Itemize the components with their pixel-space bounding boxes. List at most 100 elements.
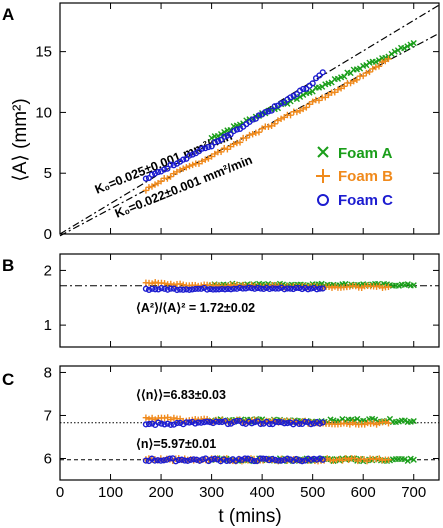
- data-point: [211, 455, 218, 462]
- ytick-label: 7: [44, 407, 52, 424]
- data-point: [161, 166, 168, 173]
- data-point: [230, 128, 237, 135]
- data-point: [275, 419, 282, 426]
- data-point: [316, 455, 323, 462]
- data-point: [410, 417, 417, 425]
- data-point: [257, 455, 264, 462]
- data-point: [163, 456, 170, 463]
- data-point: [176, 166, 184, 174]
- data-point: [254, 284, 261, 292]
- data-point: [293, 90, 300, 98]
- data-point: [183, 286, 190, 293]
- data-point: [167, 285, 174, 292]
- xtick-label: 700: [401, 484, 426, 501]
- xtick-label: 200: [149, 484, 174, 501]
- data-point: [238, 456, 246, 463]
- data-point: [204, 286, 211, 293]
- data-point: [266, 457, 273, 464]
- data-point: [325, 283, 333, 291]
- data-point: [151, 457, 158, 464]
- panel-a-frame: [59, 2, 440, 235]
- data-point: [212, 286, 220, 293]
- data-point: [366, 68, 373, 76]
- data-point: [293, 455, 300, 463]
- data-point: [211, 139, 218, 146]
- xtick-label: 500: [300, 484, 325, 501]
- legend-marker-circle-icon: [317, 194, 329, 206]
- data-point: [217, 131, 225, 138]
- data-point: [186, 152, 193, 159]
- data-point: [293, 284, 300, 292]
- data-point: [164, 420, 171, 427]
- data-point: [307, 421, 315, 428]
- data-point: [142, 414, 150, 421]
- panel-b-frame: [59, 253, 440, 348]
- data-point: [178, 456, 185, 463]
- data-point: [148, 171, 156, 178]
- data-point: [175, 456, 182, 464]
- data-point: [218, 418, 226, 426]
- data-point: [201, 419, 208, 426]
- data-point: [313, 286, 320, 293]
- data-point: [343, 420, 351, 427]
- data-point: [230, 418, 237, 426]
- data-point: [244, 455, 252, 462]
- data-point: [301, 418, 309, 425]
- data-point: [330, 457, 337, 464]
- data-point: [189, 418, 196, 426]
- data-point: [352, 282, 359, 290]
- data-point: [196, 457, 203, 464]
- data-point: [385, 456, 392, 463]
- data-point: [376, 419, 383, 427]
- legend-item-foam-a: Foam A: [317, 145, 393, 162]
- data-point: [176, 280, 184, 288]
- data-point: [179, 165, 187, 172]
- data-point: [157, 457, 164, 464]
- data-point: [189, 151, 196, 158]
- data-point: [284, 455, 291, 462]
- data-point: [310, 455, 318, 462]
- data-point: [195, 285, 202, 292]
- data-point: [401, 417, 408, 424]
- data-point: [193, 456, 200, 463]
- data-point: [170, 285, 177, 292]
- data-point: [209, 419, 217, 427]
- data-point: [293, 108, 301, 116]
- data-point: [164, 165, 171, 172]
- data-point: [319, 419, 326, 426]
- data-point: [401, 45, 408, 52]
- data-point: [250, 457, 258, 465]
- data-point: [272, 285, 279, 292]
- data-points-layer: [142, 40, 417, 465]
- data-point: [227, 286, 235, 293]
- data-point: [205, 143, 212, 151]
- panel-c-annotation-n: ⟨n⟩=5.97±0.01: [136, 437, 216, 451]
- data-point: [391, 48, 398, 55]
- data-point: [192, 281, 199, 289]
- legend-label-foam-b: Foam B: [338, 168, 393, 185]
- data-point: [404, 43, 411, 50]
- data-point: [198, 419, 205, 426]
- ytick-label: 2: [44, 262, 52, 279]
- data-point: [160, 457, 167, 464]
- ytick-label: 5: [44, 165, 52, 182]
- data-point: [154, 457, 161, 464]
- data-point: [284, 285, 291, 292]
- data-point: [265, 108, 272, 115]
- data-point: [307, 285, 315, 292]
- data-point: [410, 282, 417, 289]
- xtick-label: 600: [351, 484, 376, 501]
- data-point: [204, 418, 211, 425]
- data-point: [186, 419, 193, 426]
- data-point: [184, 457, 191, 464]
- data-point: [158, 420, 165, 427]
- data-point: [248, 420, 255, 427]
- panel-letter-c: C: [2, 370, 14, 389]
- data-point: [198, 285, 205, 292]
- data-point: [353, 76, 361, 84]
- data-point: [333, 456, 340, 464]
- data-point: [364, 419, 371, 427]
- data-point: [257, 285, 264, 292]
- x-axis-title: t (mins): [218, 506, 281, 527]
- data-point: [287, 111, 294, 119]
